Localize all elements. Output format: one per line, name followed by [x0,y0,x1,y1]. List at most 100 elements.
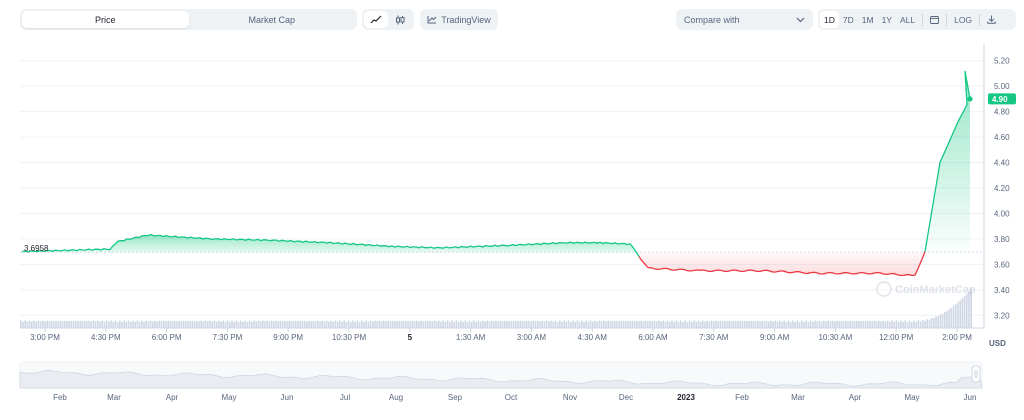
range-1d[interactable]: 1D [820,11,839,28]
volume-bar [660,321,662,328]
chart-type-toggle [362,9,414,30]
volume-bar [611,320,614,328]
range-all[interactable]: ALL [899,14,916,25]
volume-bar [704,321,706,328]
volume-bar [658,320,660,328]
line-chart-button[interactable] [364,11,388,28]
volume-bar [622,321,625,328]
navigator-label: Dec [619,393,633,402]
volume-bar [719,320,722,328]
volume-bar [631,320,634,328]
volume-bar [235,320,238,328]
volume-bar [438,320,440,328]
volume-bar [739,320,741,328]
navigator-handle[interactable] [971,365,981,383]
volume-bar [380,321,383,328]
y-tick-label: 4.40 [994,159,1010,168]
price-line-up [924,70,971,252]
volume-bar [385,321,387,328]
volume-bar [97,320,99,328]
volume-bar [132,320,134,328]
volume-bar [433,320,436,328]
tab-market-cap[interactable]: Market Cap [248,14,296,25]
volume-bar [869,320,871,328]
volume-bar [442,320,444,328]
range-7d[interactable]: 7D [842,14,854,25]
volume-bar [178,320,180,328]
volume-bar [669,321,671,328]
volume-bar [119,320,121,328]
volume-bar [875,321,878,328]
volume-bar [171,320,174,328]
x-tick-label: 9:00 AM [760,333,790,342]
range-navigator[interactable]: Feb Mar Apr May Jun Jul Aug Sep Oct Nov Dec 2023 Feb… [19,361,983,402]
download-button[interactable] [983,11,1000,28]
volume-bar [897,321,900,328]
tab-price[interactable]: Price [22,11,189,28]
calendar-icon [930,16,940,24]
volume-bar [257,320,260,328]
volume-bar [779,320,781,328]
volume-bar [400,320,403,328]
volume-bar [541,320,543,328]
volume-bar [867,321,869,328]
navigator-history-area [19,369,983,389]
volume-bar [484,321,486,328]
volume-bar [358,321,361,328]
volume-bar [207,321,209,328]
volume-bar [138,321,141,328]
volume-bar [878,320,880,328]
volume-bar [609,321,612,328]
volume-bar [211,321,213,328]
volume-bar [911,321,913,328]
volume-bar [627,320,629,328]
volume-bar [387,320,389,328]
range-1m[interactable]: 1M [861,14,874,25]
chevron-down-icon [796,17,805,22]
y-tick-label: 3.60 [994,260,1010,269]
volume-bar [827,320,829,328]
volume-bar [411,320,414,328]
volume-bar [677,321,680,328]
calendar-button[interactable] [926,11,943,28]
volume-bar [957,302,959,328]
volume-bar [376,321,378,328]
volume-bar [589,320,592,328]
volume-bar [699,321,702,328]
compare-with-select[interactable]: Compare with [676,9,813,30]
log-scale-button[interactable]: LOG [954,14,973,25]
volume-bar [136,320,139,328]
volume-bar [125,321,128,328]
volume-bar [666,320,669,328]
candlestick-button[interactable] [388,11,412,28]
volume-bar [167,320,169,328]
volume-bar [554,320,557,328]
volume-bar [743,320,746,328]
volume-bar [917,320,920,328]
volume-bar [396,320,398,328]
volume-bar [222,320,224,328]
y-tick-label: 4.80 [994,108,1010,117]
volume-bar [708,321,711,328]
volume-bar [717,321,719,328]
y-axis: 5.20 5.00 4.80 4.60 4.40 4.20 4.00 3.80 3.60 3.40… [20,44,1010,329]
volume-bar [640,320,642,328]
volume-bar [143,321,145,328]
volume-bar [728,320,730,328]
volume-bar [552,321,554,328]
volume-bar [288,320,290,328]
volume-bar [68,321,70,328]
volume-bar [748,320,750,328]
volume-bar [273,321,275,328]
tradingview-button[interactable]: TradingView [420,9,498,30]
volume-bar [90,321,92,328]
volume-bar [651,321,653,328]
volume-bar [526,321,528,328]
volume-bar [202,321,205,328]
volume-bar [268,321,271,328]
volume-bar [746,321,748,328]
volume-bar [46,320,48,328]
range-1y[interactable]: 1Y [881,14,892,25]
price-area-up [22,234,639,257]
volume-bar [354,321,356,328]
